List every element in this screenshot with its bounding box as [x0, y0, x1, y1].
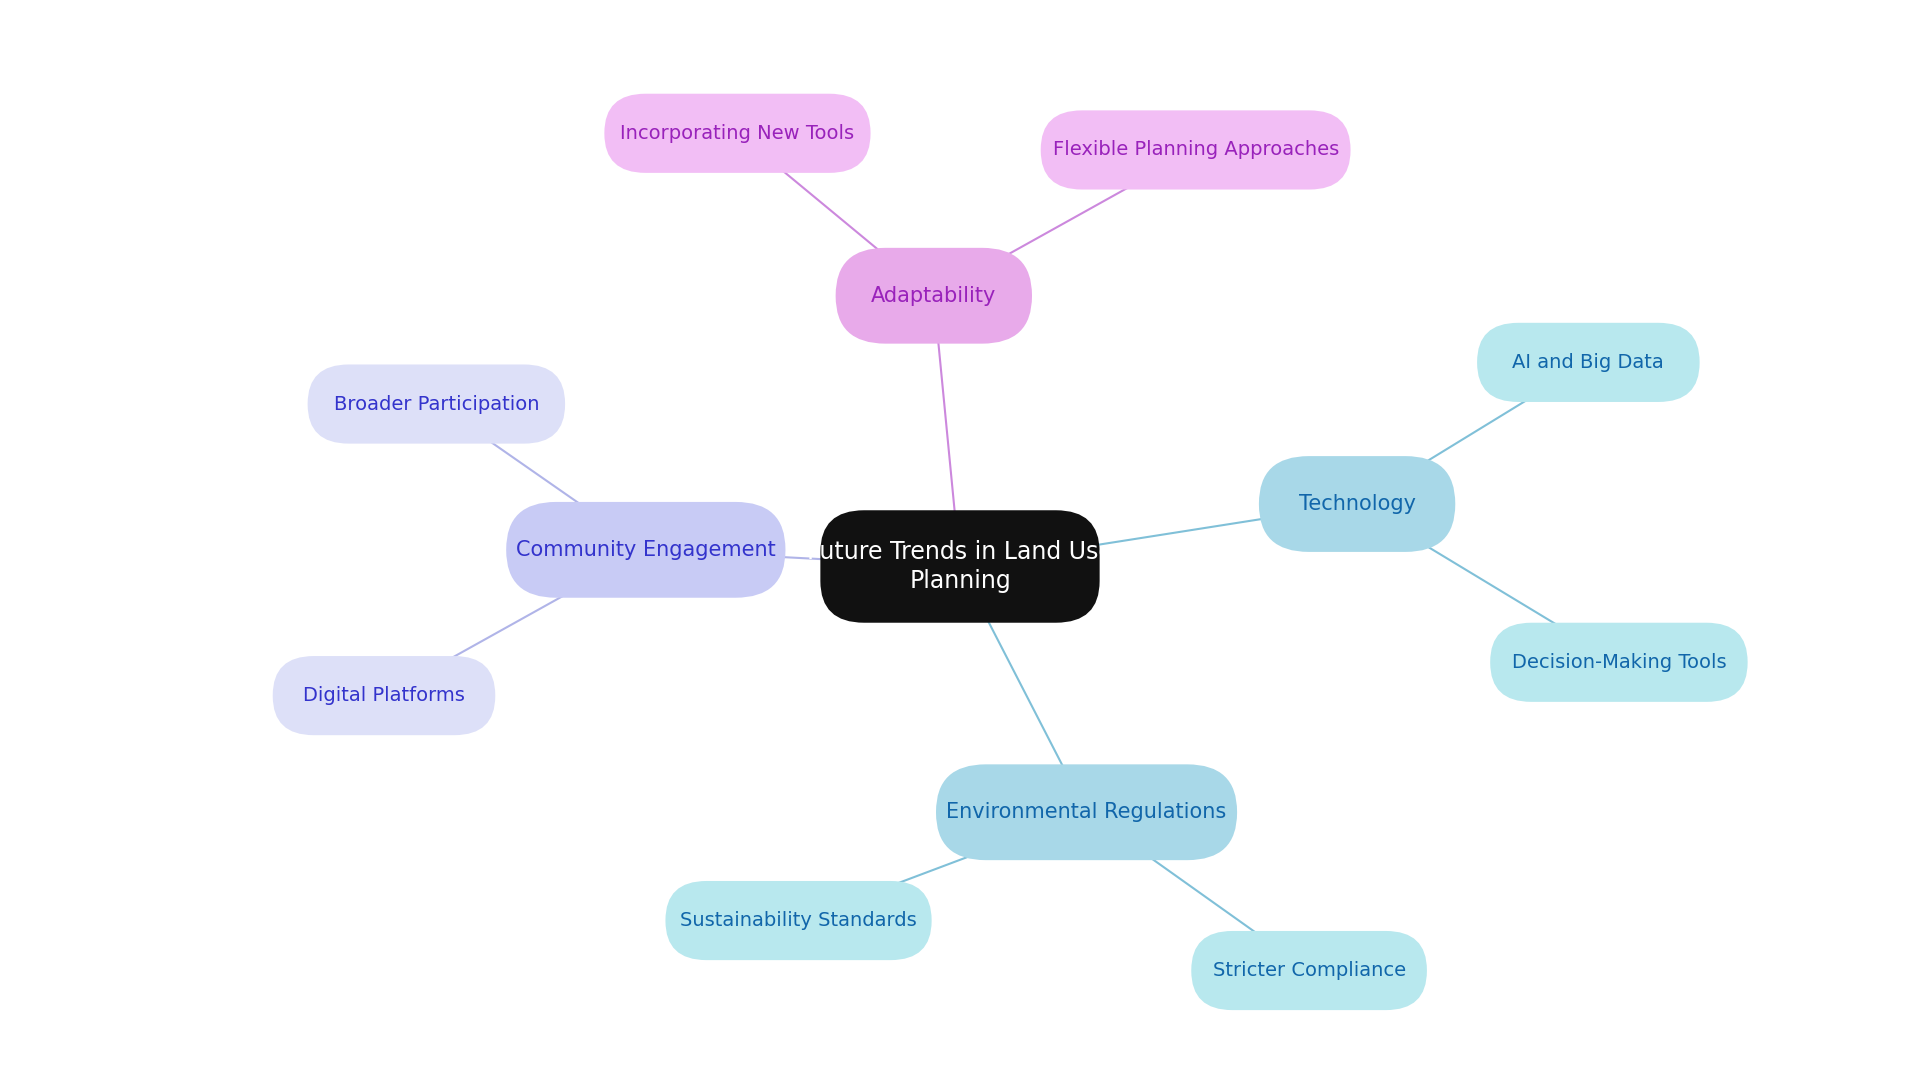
Text: Community Engagement: Community Engagement: [516, 539, 776, 560]
Text: Technology: Technology: [1298, 494, 1415, 514]
Text: AI and Big Data: AI and Big Data: [1513, 353, 1665, 371]
FancyBboxPatch shape: [666, 880, 931, 961]
Text: Flexible Planning Approaches: Flexible Planning Approaches: [1052, 141, 1338, 159]
FancyBboxPatch shape: [835, 248, 1033, 343]
Text: Incorporating New Tools: Incorporating New Tools: [620, 123, 854, 143]
FancyBboxPatch shape: [820, 510, 1100, 623]
FancyBboxPatch shape: [507, 501, 785, 598]
FancyBboxPatch shape: [307, 365, 564, 444]
FancyBboxPatch shape: [937, 765, 1236, 860]
Text: Decision-Making Tools: Decision-Making Tools: [1511, 653, 1726, 671]
FancyBboxPatch shape: [605, 94, 870, 173]
Text: Future Trends in Land Use
Planning: Future Trends in Land Use Planning: [806, 539, 1114, 593]
Text: Sustainability Standards: Sustainability Standards: [680, 911, 918, 930]
FancyBboxPatch shape: [1190, 931, 1427, 1010]
Text: Adaptability: Adaptability: [872, 286, 996, 305]
Text: Environmental Regulations: Environmental Regulations: [947, 803, 1227, 822]
FancyBboxPatch shape: [1260, 456, 1455, 552]
FancyBboxPatch shape: [273, 656, 495, 735]
FancyBboxPatch shape: [1476, 323, 1699, 402]
FancyBboxPatch shape: [1490, 623, 1747, 702]
Text: Stricter Compliance: Stricter Compliance: [1213, 961, 1405, 980]
FancyBboxPatch shape: [1041, 110, 1350, 190]
Text: Digital Platforms: Digital Platforms: [303, 687, 465, 705]
Text: Broader Participation: Broader Participation: [334, 394, 540, 414]
